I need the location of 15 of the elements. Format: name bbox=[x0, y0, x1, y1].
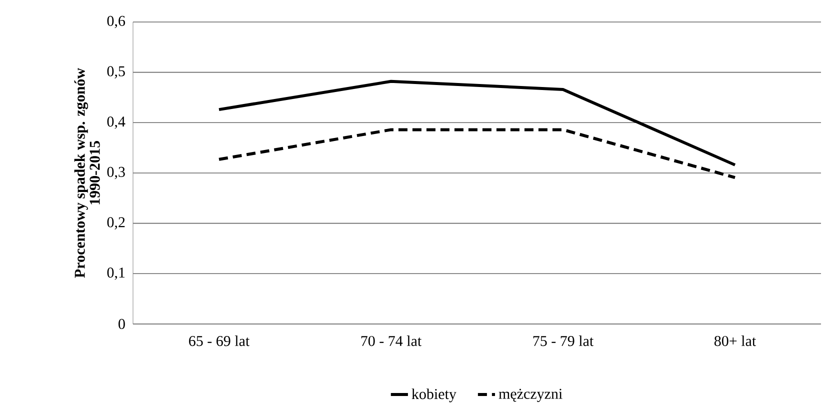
legend-label: kobiety bbox=[412, 388, 456, 402]
line-series bbox=[218, 80, 736, 166]
y-axis-title: Procentowy spadek wsp. zgonów 1990-2015 bbox=[74, 68, 100, 278]
y-tick-label: 0,4 bbox=[107, 116, 126, 129]
legend-label: mężczyzni bbox=[498, 388, 562, 402]
x-tick-label: 80+ lat bbox=[714, 336, 756, 346]
y-tick-label: 0,3 bbox=[107, 166, 125, 180]
y-tick-label: 0,5 bbox=[107, 66, 125, 78]
x-tick-label: 75 - 79 lat bbox=[533, 336, 594, 346]
x-tick-label: 70 - 74 lat bbox=[361, 336, 422, 346]
y-tick-label: 0,2 bbox=[107, 217, 125, 230]
y-tick-label: 0,6 bbox=[107, 16, 126, 28]
y-tick-label: 0 bbox=[118, 318, 125, 330]
y-tick-label: 0,1 bbox=[107, 268, 125, 280]
x-tick-label: 65 - 69 lat bbox=[189, 336, 250, 346]
